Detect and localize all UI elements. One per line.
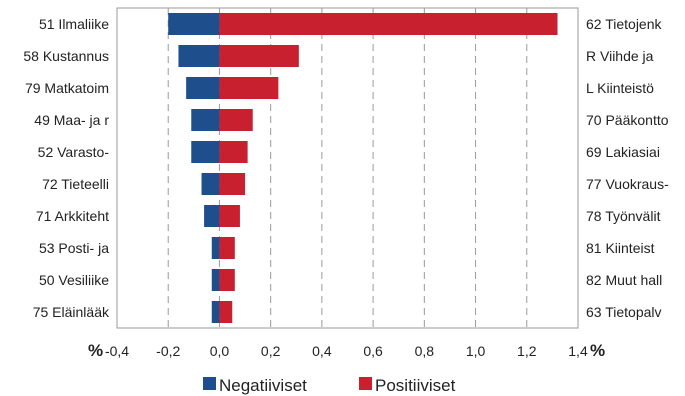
right-category-label: 63 Tietopalv [586, 304, 662, 320]
x-tick-labels: -0,4 -0,2 0,0 0,2 0,4 0,6 0,8 1,0 1,2 1,4 [105, 343, 588, 359]
bar-positive [219, 173, 246, 195]
legend-label-negatiiviset: Negatiiviset [219, 376, 307, 395]
x-tick-label: 1,2 [517, 343, 537, 359]
bar-negative [204, 205, 220, 227]
x-tick-label: 1,4 [568, 343, 588, 359]
right-category-label: 77 Vuokraus- [586, 176, 669, 192]
bar-negative [201, 173, 220, 195]
bar-positive [219, 45, 299, 67]
x-axis-unit-left: % [88, 341, 103, 360]
bar-positive [219, 205, 240, 227]
bar-negative [211, 237, 220, 259]
bar-negative [211, 269, 220, 291]
right-category-label: 78 Työnvälit [586, 208, 661, 224]
bar-positive [219, 141, 248, 163]
bar-negative [186, 77, 220, 99]
bar-negative [211, 301, 220, 323]
bar-negative [191, 141, 220, 163]
left-category-label: 79 Matkatoim [25, 80, 109, 96]
bar-positive [219, 269, 235, 291]
x-tick-label: 0,6 [363, 343, 383, 359]
left-category-label: 72 Tieteelli [42, 176, 109, 192]
bar-negative [191, 109, 220, 131]
left-category-labels: 51 Ilmaliike 58 Kustannus 79 Matkatoim 49 M… [23, 16, 110, 320]
x-tick-label: 0,8 [415, 343, 435, 359]
left-category-label: 50 Vesiliike [39, 272, 109, 288]
right-category-label: 81 Kiinteist [586, 240, 655, 256]
legend-swatch-negatiiviset [203, 377, 216, 390]
x-tick-label: 1,0 [466, 343, 486, 359]
right-category-label: 82 Muut hall [586, 272, 662, 288]
bar-positive [219, 301, 233, 323]
legend: Negatiiviset Positiiviset [203, 376, 456, 395]
right-category-label: L Kiinteistö [586, 80, 654, 96]
right-category-labels: 62 Tietojenk R Viihde ja L Kiinteistö 70 Pä… [586, 16, 669, 320]
left-category-label: 49 Maa- ja r [34, 112, 109, 128]
right-category-label: 69 Lakiasiai [586, 144, 660, 160]
x-tick-label: 0,4 [312, 343, 332, 359]
bar-positive [219, 77, 279, 99]
legend-label-positiiviset: Positiiviset [375, 376, 456, 395]
x-tick-label: -0,2 [156, 343, 180, 359]
x-tick-label: 0,2 [261, 343, 281, 359]
left-category-label: 52 Varasto- [38, 144, 110, 160]
x-tick-label: -0,4 [105, 343, 129, 359]
right-category-label: 70 Pääkontto [586, 112, 669, 128]
x-tick-label: 0,0 [210, 343, 230, 359]
left-category-label: 51 Ilmaliike [39, 16, 109, 32]
left-category-label: 71 Arkkiteht [36, 208, 109, 224]
plot-frame [116, 7, 579, 329]
left-category-label: 75 Eläinlääk [33, 304, 110, 320]
bar-negative [168, 13, 220, 35]
left-category-label: 58 Kustannus [23, 48, 109, 64]
bar-negative [178, 45, 220, 67]
bar-positive [219, 13, 558, 35]
left-category-label: 53 Posti- ja [39, 240, 109, 256]
right-category-label: R Viihde ja [586, 48, 654, 64]
bars-group [168, 13, 558, 323]
legend-swatch-positiiviset [359, 377, 372, 390]
right-category-label: 62 Tietojenk [586, 16, 662, 32]
bar-positive [219, 109, 253, 131]
bar-positive [219, 237, 235, 259]
x-axis-unit-right: % [590, 341, 605, 360]
